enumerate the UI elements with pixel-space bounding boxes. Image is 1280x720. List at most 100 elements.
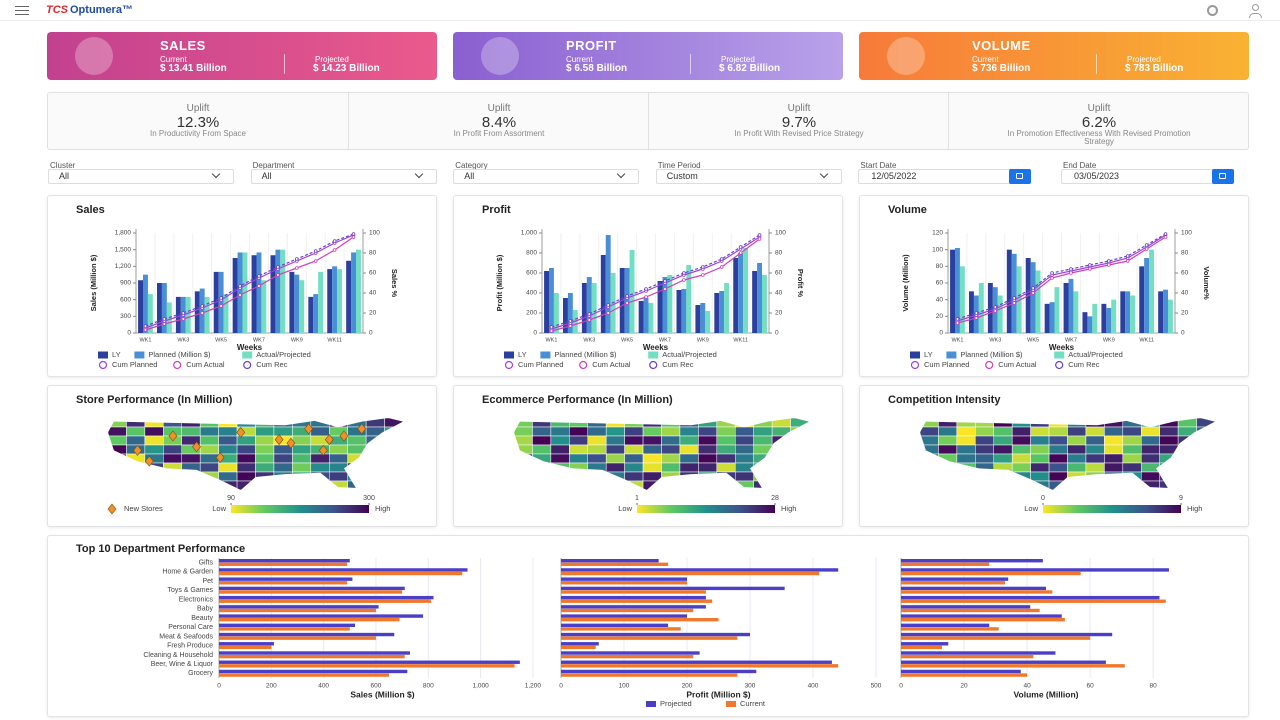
map-region [716,418,736,428]
bar [1111,299,1117,333]
bar [199,288,205,333]
map-region [218,480,238,490]
map-region [365,471,385,482]
date-input[interactable]: 03/05/2023 [1061,169,1223,184]
dropdown[interactable]: All [453,169,640,184]
bar [600,255,606,333]
legend-label: Actual/Projected [1068,350,1123,359]
colorbar-tick-label: 300 [363,495,375,502]
y2-tick-label: 80 [369,250,377,257]
map-region [716,426,736,437]
map-region [920,462,939,473]
map-region [993,471,1013,482]
bar [561,581,687,585]
x-tick-label: WK1 [139,337,151,343]
y-tick-label: 800 [526,250,537,257]
y2-tick-label: 0 [1181,330,1185,337]
map-region [329,480,348,490]
map-region [126,471,146,482]
dropdown[interactable]: All [48,169,234,184]
bar [561,605,706,609]
map-region [163,453,182,464]
map-region [255,480,275,490]
bar [1149,249,1155,333]
kpi-projected-value: $ 6.82 Billion [719,63,781,74]
map-region [679,418,699,428]
bar [219,645,272,650]
map-region [1085,435,1105,446]
settings-icon[interactable] [1207,5,1218,16]
y-axis-label: Profit (Million $) [495,254,504,311]
bar [743,248,749,333]
legend-label: LY [924,350,933,359]
line-point [276,273,280,277]
map-region [661,471,681,482]
map-region [218,418,238,428]
kpi-projected-label: Projected [721,55,755,64]
kpi-card: SALES Current $ 13.41 Billion Projected $ 14… [47,32,437,80]
x-tick-label: WK5 [215,337,227,343]
line-point [313,249,318,253]
calendar-button[interactable] [1009,169,1032,184]
map-region [569,426,588,437]
uplift-value: 6.2% [1081,114,1117,131]
map-region [108,418,127,428]
kpi-current-value: $ 6.58 Billion [566,63,628,74]
bar [562,298,568,333]
y2-tick-label: 80 [775,250,783,257]
x-tick-label: WK1 [951,337,963,343]
combo-chart-card-svg: Sales 0 300 600 900 1,200 1,500 1,800 0 20 40 60 80 1… [76,204,399,370]
map-region [716,462,736,473]
map-region [1122,444,1142,455]
map-region [587,462,607,473]
date-input[interactable]: 12/05/2022 [858,169,1021,184]
combo-chart-card-svg: Profit 0 200 400 600 800 1,000 0 20 40 60 80 100 Prof… [482,204,805,370]
category-label: Gifts [199,559,214,566]
bar [219,605,379,609]
line-point [143,328,148,332]
dropdown[interactable]: Custom [655,169,842,184]
menu-button[interactable] [15,6,29,15]
bar [681,289,687,333]
map-region [532,418,552,428]
map-region [199,453,219,464]
x-axis-label: Weeks [237,343,263,352]
x-tick-label: WK11 [327,337,342,343]
map-region [347,435,367,446]
map-region [1067,453,1087,464]
bar [901,559,1043,563]
bar [561,562,669,566]
map-region [292,444,312,455]
calendar-button[interactable] [1212,169,1234,184]
map-region [569,435,588,446]
kpi-current-label: Current [566,55,593,64]
map-region [144,480,164,490]
map-region [218,462,238,473]
dropdown[interactable]: All [250,169,437,184]
map-region [587,435,607,446]
x-tick-label: 20 [960,683,968,690]
line-point [663,287,667,291]
map-region [569,444,588,455]
bar [561,645,596,650]
user-icon[interactable] [1252,4,1259,11]
x-tick-label: 80 [1150,683,1158,690]
map-region [1177,426,1197,437]
map-region [605,435,625,446]
map-region [218,471,238,482]
legend-label: Cum Planned [112,360,157,369]
map-region [698,480,718,490]
map-region [384,462,403,473]
bar [204,296,210,333]
bar [219,636,376,640]
line-point [181,317,186,321]
bar [901,577,1009,581]
map-region [771,453,791,464]
line-point [1012,296,1017,300]
map-region [642,471,662,482]
map-region [771,471,791,482]
map-region [920,453,939,464]
map-region [605,418,625,428]
legend-swatch [243,360,252,370]
map-region [108,462,127,473]
